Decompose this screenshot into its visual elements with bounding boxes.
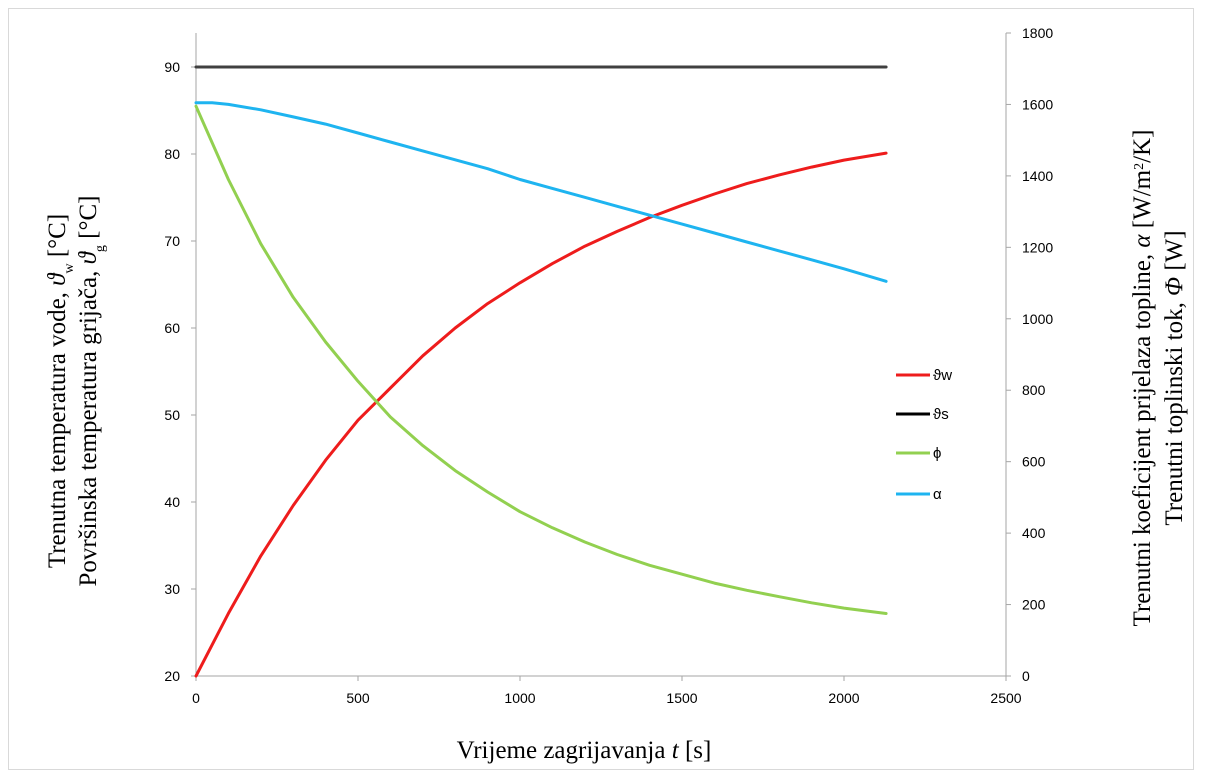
y-left-tick-label: 80 <box>164 146 180 162</box>
y-left-title-2-text: Površinska temperatura grijača, <box>75 264 102 586</box>
y-left-title-2-var: ϑ <box>75 250 102 264</box>
x-axis-title-var: t <box>672 737 680 764</box>
x-axis-title-unit: [s] <box>679 737 712 764</box>
y-left-tick-label: 50 <box>164 407 180 423</box>
x-tick-label: 2500 <box>990 690 1021 706</box>
y-right-title-1: Trenutni koeficijent prijelaza topline, … <box>1129 130 1156 627</box>
y-right-tick-label: 1400 <box>1022 168 1053 184</box>
y-right-title-2: Trenutni toplinski tok, Φ [W] <box>1161 230 1188 525</box>
y-right-tick-label: 1200 <box>1022 239 1053 255</box>
legend-label-ϕ: ϕ <box>933 445 941 462</box>
chart-frame <box>8 8 1194 770</box>
y-left-tick-label: 30 <box>164 581 180 597</box>
y-left-title-2-sub: g <box>93 245 108 252</box>
y-right-title-1-unit2: /K] <box>1129 130 1156 163</box>
y-left-title-1-text: Trenutna temperatura vode, <box>44 286 71 568</box>
axis-titles: Vrijeme zagrijavanja t [s] Trenutna tempe… <box>44 130 1188 764</box>
y-right-tick-label: 200 <box>1022 597 1046 613</box>
legend-label-α: α <box>933 486 942 503</box>
y-right-title-2-text: Trenutni toplinski tok, <box>1161 296 1188 526</box>
y-left-title-2-unit: [°C] <box>75 196 102 246</box>
axes: 20 30 40 50 60 70 80 90 0 200 400 600 800 1000 1200 140… <box>164 25 1053 706</box>
y-right-title-1-sup: 2 <box>1132 163 1147 170</box>
y-left-tick-label: 20 <box>164 668 180 684</box>
y-right-tick-label: 1000 <box>1022 311 1053 327</box>
series-line-ϕ <box>194 104 888 615</box>
y-left-title-1-sub: w <box>62 263 77 274</box>
y-left-title-1: Trenutna temperatura vode, ϑw [°C] <box>44 214 77 568</box>
y-right-title-1-text: Trenutni koeficijent prijelaza topline, <box>1129 248 1156 627</box>
y-right-tick-label: 400 <box>1022 525 1046 541</box>
x-tick-label: 1000 <box>504 690 535 706</box>
y-left-tick-label: 40 <box>164 494 180 510</box>
x-axis-title: Vrijeme zagrijavanja t [s] <box>457 737 712 764</box>
y-left-tick-label: 60 <box>164 320 180 336</box>
legend-label-ϑs: ϑs <box>933 406 949 423</box>
y-right-title-1-unit: [W/m <box>1129 169 1156 234</box>
x-tick-label: 2000 <box>828 690 859 706</box>
x-tick-label: 0 <box>192 690 200 706</box>
y-left-tick-label: 90 <box>164 59 180 75</box>
y-left-title-1-var: ϑ <box>44 272 71 286</box>
y-left-title-1-unit: [°C] <box>44 214 71 264</box>
y-right-title-2-var: Φ <box>1161 277 1188 296</box>
x-tick-label: 500 <box>346 690 370 706</box>
y-right-title-2-unit: [W] <box>1161 230 1188 277</box>
y-left-tick-label: 70 <box>164 233 180 249</box>
x-axis-title-text: Vrijeme zagrijavanja <box>457 737 672 764</box>
y-right-tick-label: 1800 <box>1022 25 1053 41</box>
y-right-tick-label: 0 <box>1022 668 1030 684</box>
y-right-tick-label: 800 <box>1022 382 1046 398</box>
series-line-ϑw <box>194 151 888 678</box>
legend: ϑw ϑs ϕ α <box>896 367 952 503</box>
y-right-tick-label: 1600 <box>1022 96 1053 112</box>
y-right-tick-label: 600 <box>1022 454 1046 470</box>
y-right-title-1-var: α <box>1129 234 1156 248</box>
series-line-α <box>194 101 888 283</box>
x-tick-label: 1500 <box>666 690 697 706</box>
legend-label-ϑw: ϑw <box>933 367 952 384</box>
y-left-title-2: Površinska temperatura grijača, ϑg [°C] <box>75 196 108 587</box>
series-layer <box>194 65 888 678</box>
